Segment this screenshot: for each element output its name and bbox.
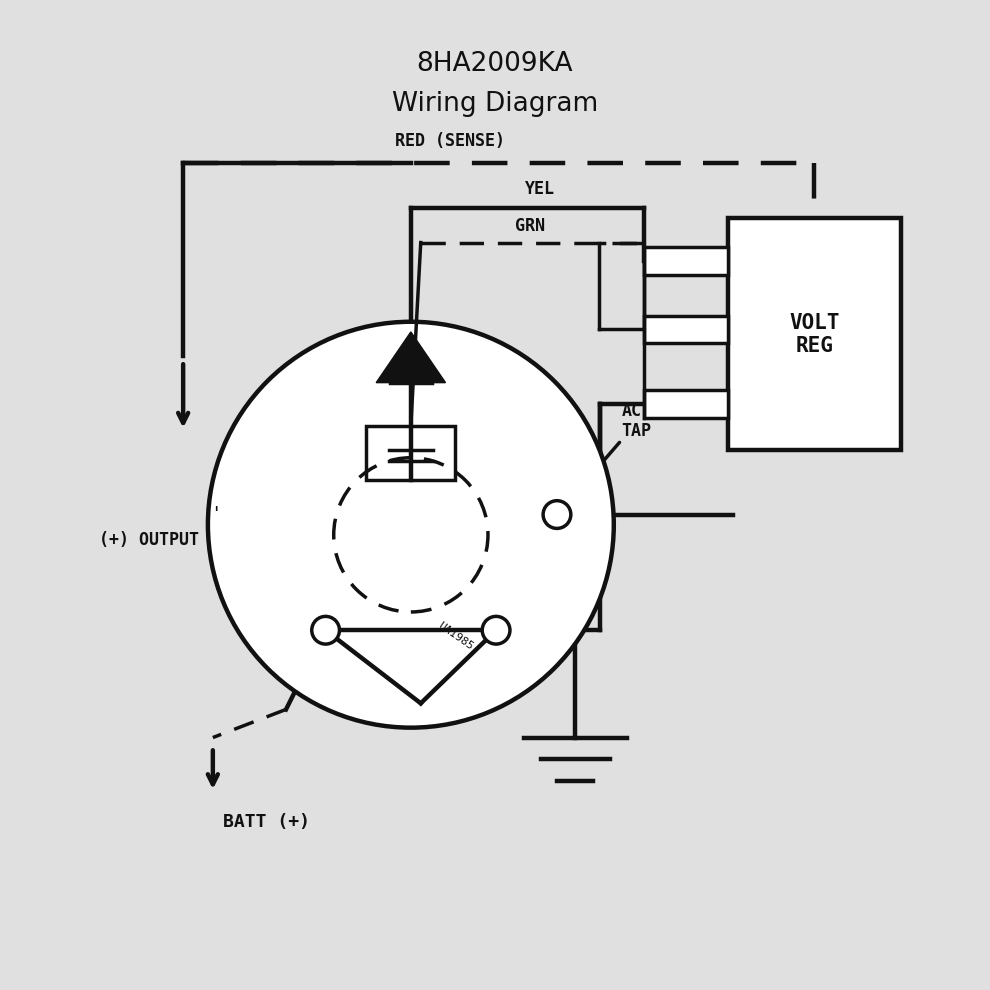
Bar [644,316,728,344]
Text: GRN: GRN [515,217,545,235]
Circle shape [544,501,571,529]
Bar [644,247,728,274]
Text: UA1985: UA1985 [436,621,475,652]
Bar [728,218,901,450]
Text: RED (SENSE): RED (SENSE) [395,133,506,150]
Circle shape [208,322,614,728]
Polygon shape [376,332,446,383]
Text: VOLT
REG: VOLT REG [789,313,840,355]
Text: AC
TAP: AC TAP [622,402,651,441]
Bar [644,390,728,418]
Text: BATT (+): BATT (+) [233,442,320,459]
Circle shape [482,617,510,644]
Text: (+) OUTPUT: (+) OUTPUT [99,531,199,548]
Text: ': ' [213,505,219,524]
Text: 8HA2009KA: 8HA2009KA [417,51,573,77]
Text: BATT (+): BATT (+) [223,813,310,831]
Circle shape [312,617,340,644]
Bar [366,426,455,480]
Text: BLK: BLK [511,587,541,606]
Text: YEL: YEL [525,180,554,198]
Text: Wiring Diagram: Wiring Diagram [392,91,598,117]
